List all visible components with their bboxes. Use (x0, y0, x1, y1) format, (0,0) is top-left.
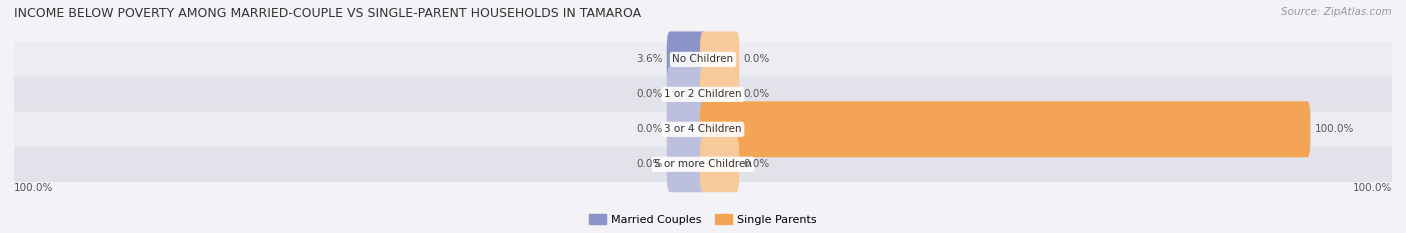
Text: 1 or 2 Children: 1 or 2 Children (664, 89, 742, 99)
FancyBboxPatch shape (666, 136, 706, 192)
Text: INCOME BELOW POVERTY AMONG MARRIED-COUPLE VS SINGLE-PARENT HOUSEHOLDS IN TAMAROA: INCOME BELOW POVERTY AMONG MARRIED-COUPL… (14, 7, 641, 20)
Text: Source: ZipAtlas.com: Source: ZipAtlas.com (1281, 7, 1392, 17)
FancyBboxPatch shape (666, 101, 706, 157)
Text: 100.0%: 100.0% (1315, 124, 1354, 134)
Text: 100.0%: 100.0% (14, 184, 53, 193)
FancyBboxPatch shape (700, 31, 740, 87)
FancyBboxPatch shape (14, 112, 1392, 147)
FancyBboxPatch shape (666, 31, 706, 87)
Text: 0.0%: 0.0% (744, 89, 769, 99)
Text: 0.0%: 0.0% (744, 55, 769, 64)
FancyBboxPatch shape (700, 101, 1310, 157)
FancyBboxPatch shape (14, 76, 1392, 112)
FancyBboxPatch shape (700, 66, 740, 122)
Text: 0.0%: 0.0% (637, 159, 662, 169)
Text: 100.0%: 100.0% (1353, 184, 1392, 193)
Text: 0.0%: 0.0% (637, 124, 662, 134)
Text: 3.6%: 3.6% (636, 55, 662, 64)
FancyBboxPatch shape (14, 41, 1392, 77)
FancyBboxPatch shape (700, 136, 740, 192)
FancyBboxPatch shape (14, 147, 1392, 182)
Text: 5 or more Children: 5 or more Children (654, 159, 752, 169)
Legend: Married Couples, Single Parents: Married Couples, Single Parents (585, 210, 821, 229)
FancyBboxPatch shape (666, 66, 706, 122)
Text: 0.0%: 0.0% (637, 89, 662, 99)
Text: 3 or 4 Children: 3 or 4 Children (664, 124, 742, 134)
Text: 0.0%: 0.0% (744, 159, 769, 169)
Text: No Children: No Children (672, 55, 734, 64)
